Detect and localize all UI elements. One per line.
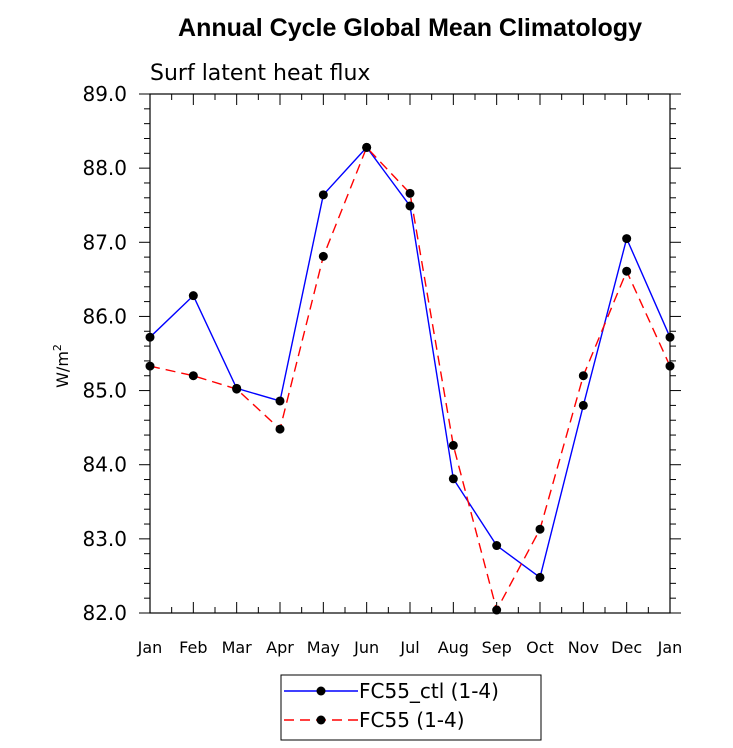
series-1-point xyxy=(405,188,415,198)
legend-marker-1 xyxy=(316,715,326,725)
y-tick-label: 82.0 xyxy=(82,601,127,625)
legend-marker-0 xyxy=(316,686,326,696)
y-tick-label: 83.0 xyxy=(82,527,127,551)
y-axis-label: W/m2 xyxy=(51,344,72,388)
series-0-point xyxy=(318,190,328,200)
series-1-point xyxy=(275,424,285,434)
series-1-point xyxy=(448,440,458,450)
series-1-point xyxy=(145,361,155,371)
x-tick-label: Jan xyxy=(657,638,683,657)
y-axis-label-text: W/m xyxy=(53,351,72,388)
y-tick-label: 87.0 xyxy=(82,230,127,254)
x-tick-label: Jan xyxy=(137,638,163,657)
x-tick-label: Oct xyxy=(526,638,554,657)
tick-labels-group: Jan Feb Mar Apr May Jun Jul Aug Sep Oct Nov Dec Jan 8… xyxy=(82,82,682,657)
legend-box xyxy=(280,674,542,741)
series-1-point xyxy=(318,251,328,261)
series-0-point xyxy=(448,474,458,484)
x-tick-label: Mar xyxy=(222,638,253,657)
chart-subtitle: Surf latent heat flux xyxy=(150,61,370,86)
x-tick-label: May xyxy=(307,638,340,657)
y-tick-label: 88.0 xyxy=(82,156,127,180)
y-tick-label: 86.0 xyxy=(82,304,127,328)
series-0-point xyxy=(275,396,285,406)
tick-marks-group xyxy=(139,93,681,614)
series-1-point xyxy=(665,361,675,371)
series-0-point xyxy=(535,572,545,582)
series-0-point xyxy=(188,291,198,301)
x-tick-label: Feb xyxy=(179,638,207,657)
series-0-point xyxy=(665,332,675,342)
series-1-point xyxy=(622,266,632,276)
x-tick-label: Jun xyxy=(353,638,379,657)
y-tick-label: 89.0 xyxy=(82,82,127,106)
x-tick-label: Sep xyxy=(482,638,512,657)
x-tick-label: Aug xyxy=(438,638,469,657)
series-group xyxy=(145,142,675,615)
x-tick-label: Nov xyxy=(568,638,599,657)
x-tick-label: Apr xyxy=(266,638,294,657)
series-0-point xyxy=(145,332,155,342)
series-1-point xyxy=(362,142,372,152)
y-axis-label-superscript: 2 xyxy=(51,344,64,351)
y-tick-label: 85.0 xyxy=(82,379,127,403)
series-1-point xyxy=(232,384,242,394)
series-1-point xyxy=(578,371,588,381)
y-tick-label: 84.0 xyxy=(82,453,127,477)
chart-title: Annual Cycle Global Mean Climatology xyxy=(178,14,642,42)
svg-text:W/m2: W/m2 xyxy=(51,344,72,388)
series-line-1 xyxy=(149,146,671,612)
series-0-point xyxy=(492,541,502,551)
series-0-point xyxy=(578,400,588,410)
series-0-point xyxy=(405,201,415,211)
series-1-point xyxy=(535,524,545,534)
series-1-point xyxy=(188,371,198,381)
legend-label-0: FC55_ctl (1-4) xyxy=(359,679,499,703)
x-tick-label: Dec xyxy=(611,638,642,657)
legend-label-1: FC55 (1-4) xyxy=(359,708,465,732)
series-line-0 xyxy=(149,146,671,579)
series-1-point xyxy=(492,605,502,615)
x-tick-label: Jul xyxy=(399,638,419,657)
legend: FC55_ctl (1-4) FC55 (1-4) xyxy=(280,674,542,741)
series-0-point xyxy=(622,234,632,244)
